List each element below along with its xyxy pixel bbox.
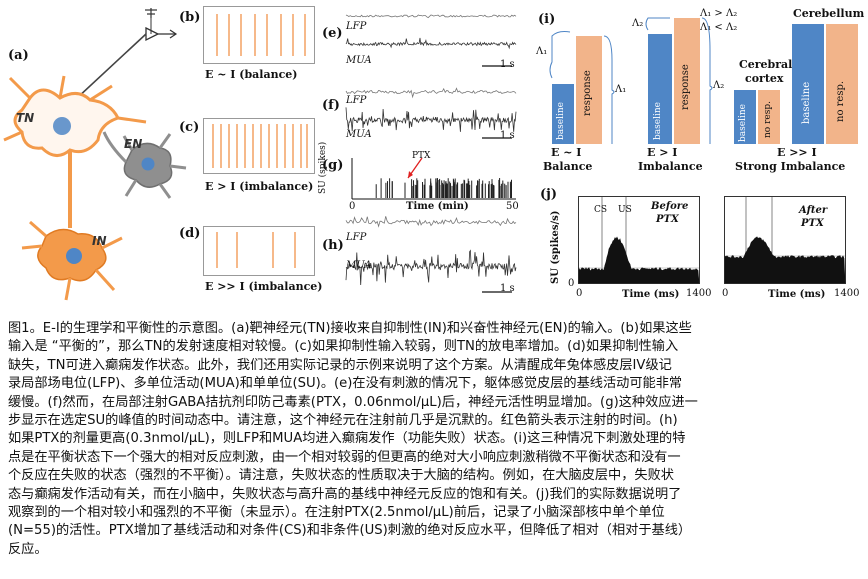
panel-h-label: (h): [322, 238, 344, 253]
caption-line: 如果PTX的剂量更高(0.3nmol/μL)，则LFP和MUA均进入癫痫发作（功…: [8, 431, 686, 447]
us-label: US: [618, 205, 632, 215]
caption-line: 录局部场电位(LFP)、多单位活动(MUA)和单单位(SU)。(e)在没有刺激的…: [8, 376, 683, 392]
psth-after: [724, 196, 846, 284]
panel-c-caption: E > I (imbalance): [205, 180, 314, 193]
panel-h-scale: 1 s: [500, 283, 515, 294]
balance-response: response: [582, 70, 593, 116]
caption-line: (N=55)的活性。PTX增加了基线活动和对条件(CS)和非条件(US)刺激的绝…: [8, 523, 692, 539]
panel-j-label: (j): [540, 187, 558, 202]
imbalance-response: response: [680, 64, 691, 110]
panel-g-marker: PTX: [412, 151, 431, 161]
caption-line: 点是在平衡状态下一个强大的相对反应刺激，由一个相对较弱的但更高的绝对大小响应刺激…: [8, 449, 681, 465]
balance-delta-right: Λ₁: [615, 84, 627, 95]
panel-e-label: (e): [322, 26, 343, 41]
j-xstart-1: 0: [576, 288, 583, 299]
before-label-2: PTX: [656, 214, 679, 225]
caption-line: 态与癫痫发作活动有关，而在小脑中，失败状态与高升高的基线中神经元反应的饱和有关。…: [8, 486, 682, 502]
balance-baseline: baseline: [556, 102, 566, 140]
panel-i-label: (i): [538, 12, 556, 27]
panel-f-mua: MUA: [346, 129, 372, 140]
neuron-diagram: [3, 8, 187, 301]
panel-f-label: (f): [322, 98, 340, 113]
j-xend-1: 1400: [686, 288, 712, 299]
caption-line: 反应。: [8, 541, 48, 557]
panel-f-lfp: LFP: [346, 95, 367, 106]
j-xlabel-2: Time (ms): [768, 289, 826, 300]
raster-g: [351, 157, 516, 200]
recording-e: [345, 14, 517, 67]
panel-b-label: (b): [179, 10, 201, 25]
psth-before: [578, 196, 700, 284]
spike-train-b: [203, 6, 315, 64]
spike-train-d: [203, 226, 315, 276]
cerebellum-title: Cerebellum: [793, 7, 865, 20]
panel-b-caption: E ~ I (balance): [205, 68, 298, 81]
cs-label: CS: [594, 205, 608, 215]
panel-h-lfp: LFP: [346, 232, 367, 243]
j-xend-2: 1400: [834, 288, 860, 299]
caption-line: 步显示在选定SU的峰值的时间动态中。请注意，这个神经元在注射前几乎是沉默的。红色…: [8, 413, 678, 429]
caption-line: 个反应在失败的状态（强烈的不平衡）。请注意，失败状态的性质取决于大脑的结构。例如…: [8, 468, 674, 484]
bar-schematic: [549, 17, 858, 144]
caption-line: 缓慢。(f)然而，在局部注射GABA拮抗剂印防己毒素(PTX，0.06nmol/…: [8, 394, 698, 410]
tn-label: TN: [16, 111, 35, 125]
j-xlabel-1: Time (ms): [622, 289, 680, 300]
figure-caption: 图1。E-I的生理学和平衡性的示意图。(a)靶神经元(TN)接收来自抑制性(IN…: [8, 320, 860, 559]
balance-caption-2: Balance: [543, 160, 593, 173]
cortex-title-2: cortex: [745, 72, 784, 85]
after-label-1: After: [799, 205, 828, 216]
spike-train-c: [203, 118, 315, 174]
recording-f: [345, 87, 517, 139]
panel-f-scale: 1 s: [500, 130, 515, 141]
relation-1: Λ₁ > Λ₂: [700, 8, 738, 19]
en-label: EN: [124, 137, 143, 151]
panel-c-label: (c): [179, 120, 200, 135]
panel-e-lfp: LFP: [346, 21, 367, 32]
cortex-noresp: no resp.: [763, 101, 773, 138]
caption-line: 观察到的一个相对较小和强烈的不平衡（未显示）。在注射PTX(2.5nmol/μL…: [8, 505, 665, 521]
balance-delta: Λ₁: [536, 46, 548, 57]
imbalance-delta: Λ₂: [632, 18, 644, 29]
relation-2: Λ₁ < Λ₂: [700, 22, 738, 33]
j-xstart-2: 0: [722, 288, 729, 299]
panel-g-xlabel: Time (min): [406, 201, 469, 212]
before-label-1: Before: [651, 201, 689, 212]
j-yzero: 0: [568, 278, 575, 289]
after-label-2: PTX: [801, 218, 824, 229]
cerebellum-baseline: baseline: [801, 81, 812, 124]
strong-caption-2: Strong Imbalance: [735, 160, 846, 173]
strong-caption-1: E >> I: [777, 146, 817, 159]
panel-g-xstart: 0: [349, 201, 356, 212]
panel-e-mua: MUA: [346, 55, 372, 66]
cortex-title-1: Cerebral: [739, 58, 793, 71]
figure: (a) TN EN IN (b) E ~ I (balance) (c): [3, 6, 865, 301]
panel-e-scale: 1 s: [500, 59, 515, 70]
imbalance-caption-1: E > I: [647, 146, 678, 159]
panel-d-caption: E >> I (imbalance): [205, 280, 323, 293]
panel-g-label: (g): [322, 158, 344, 173]
cerebellum-noresp: no resp.: [835, 80, 846, 122]
panel-h-mua: MUA: [346, 260, 372, 271]
imbalance-baseline: baseline: [653, 102, 663, 140]
balance-caption-1: E ~ I: [551, 146, 582, 159]
panel-d-label: (d): [179, 226, 201, 241]
caption-line: 输入是 “平衡的”，那么TN的发射速度相对较慢。(c)如果抑制性输入较弱，则TN…: [8, 339, 679, 355]
cortex-baseline: baseline: [738, 104, 748, 142]
recording-h: [345, 216, 517, 293]
panel-a-label: (a): [8, 48, 29, 63]
panel-g-ylabel: SU (spikes): [318, 141, 328, 194]
caption-line: 缺失，TN可进入癫痫发作状态。此外，我们还用实际记录的示例来说明了这个方案。从清…: [8, 357, 672, 373]
in-label: IN: [92, 234, 107, 248]
imbalance-caption-2: Imbalance: [638, 160, 703, 173]
panel-g-xend: 50: [506, 201, 519, 212]
panel-j-ylabel: SU (spikes/s): [550, 210, 561, 284]
caption-line: 图1。E-I的生理学和平衡性的示意图。(a)靶神经元(TN)接收来自抑制性(IN…: [8, 321, 692, 336]
imbalance-delta-right: Λ₂: [713, 80, 725, 91]
